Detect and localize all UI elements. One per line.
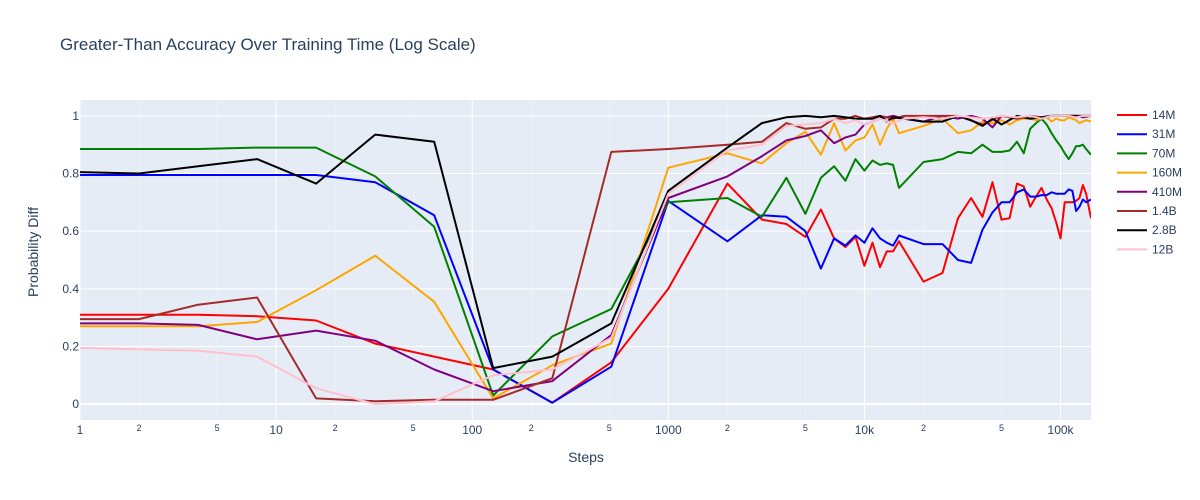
y-tick-label: 0.8 bbox=[62, 167, 79, 181]
legend-label: 31M bbox=[1152, 127, 1175, 141]
series-line-31M bbox=[80, 174, 1091, 404]
legend-item-410M[interactable]: 410M bbox=[1117, 185, 1182, 199]
y-axis-ticks: 0 0.2 0.4 0.6 0.8 1 bbox=[62, 109, 79, 411]
legend-item-160M[interactable]: 160M bbox=[1117, 166, 1182, 180]
x-minor-tick-label: 5 bbox=[607, 423, 612, 433]
grid bbox=[79, 100, 1091, 420]
x-axis-ticks: 1 10 100 1000 10k 100k 2 5 2 5 2 5 2 5 2 5 bbox=[77, 423, 1075, 437]
x-minor-tick-label: 2 bbox=[333, 423, 338, 433]
x-tick-label: 100 bbox=[462, 423, 482, 437]
x-axis-title: Steps bbox=[568, 449, 604, 465]
legend-item-14M[interactable]: 14M bbox=[1117, 108, 1175, 122]
x-tick-label: 10 bbox=[269, 423, 283, 437]
x-tick-label: 1 bbox=[77, 423, 84, 437]
y-tick-label: 0.2 bbox=[62, 339, 79, 353]
legend-item-1.4B[interactable]: 1.4B bbox=[1117, 204, 1177, 218]
plot-background bbox=[80, 100, 1091, 420]
legend-item-12B[interactable]: 12B bbox=[1117, 242, 1173, 256]
x-minor-tick-label: 2 bbox=[725, 423, 730, 433]
x-minor-tick-label: 2 bbox=[137, 423, 142, 433]
x-tick-label: 100k bbox=[1048, 423, 1075, 437]
legend-item-70M[interactable]: 70M bbox=[1117, 146, 1175, 160]
y-axis-title: Probability Diff bbox=[25, 207, 41, 297]
y-tick-label: 0.4 bbox=[62, 282, 79, 296]
legend-label: 410M bbox=[1152, 185, 1182, 199]
x-minor-tick-label: 5 bbox=[999, 423, 1004, 433]
legend-item-31M[interactable]: 31M bbox=[1117, 127, 1175, 141]
legend-label: 1.4B bbox=[1152, 204, 1177, 218]
y-tick-label: 1 bbox=[72, 109, 79, 123]
series-line-160M bbox=[80, 116, 1091, 400]
y-tick-label: 0.6 bbox=[62, 224, 79, 238]
chart-title: Greater-Than Accuracy Over Training Time… bbox=[60, 35, 476, 54]
legend-label: 14M bbox=[1152, 108, 1175, 122]
y-tick-label: 0 bbox=[72, 397, 79, 411]
legend-label: 160M bbox=[1152, 166, 1182, 180]
x-minor-tick-label: 2 bbox=[529, 423, 534, 433]
legend[interactable]: 14M 31M 70M 160M 410M 1.4B 2.8B 12B bbox=[1117, 108, 1182, 256]
legend-label: 12B bbox=[1152, 242, 1173, 256]
series-layer bbox=[80, 114, 1091, 406]
x-minor-tick-label: 5 bbox=[803, 423, 808, 433]
series-line-2.8B bbox=[80, 114, 1091, 370]
series-line-70M bbox=[80, 117, 1091, 397]
legend-label: 70M bbox=[1152, 146, 1175, 160]
series-line-12B bbox=[80, 114, 1091, 406]
x-minor-tick-label: 2 bbox=[921, 423, 926, 433]
x-minor-tick-label: 5 bbox=[215, 423, 220, 433]
legend-label: 2.8B bbox=[1152, 223, 1177, 237]
x-tick-label: 10k bbox=[855, 423, 875, 437]
x-tick-label: 1000 bbox=[655, 423, 682, 437]
legend-item-2.8B[interactable]: 2.8B bbox=[1117, 223, 1177, 237]
x-minor-tick-label: 5 bbox=[411, 423, 416, 433]
